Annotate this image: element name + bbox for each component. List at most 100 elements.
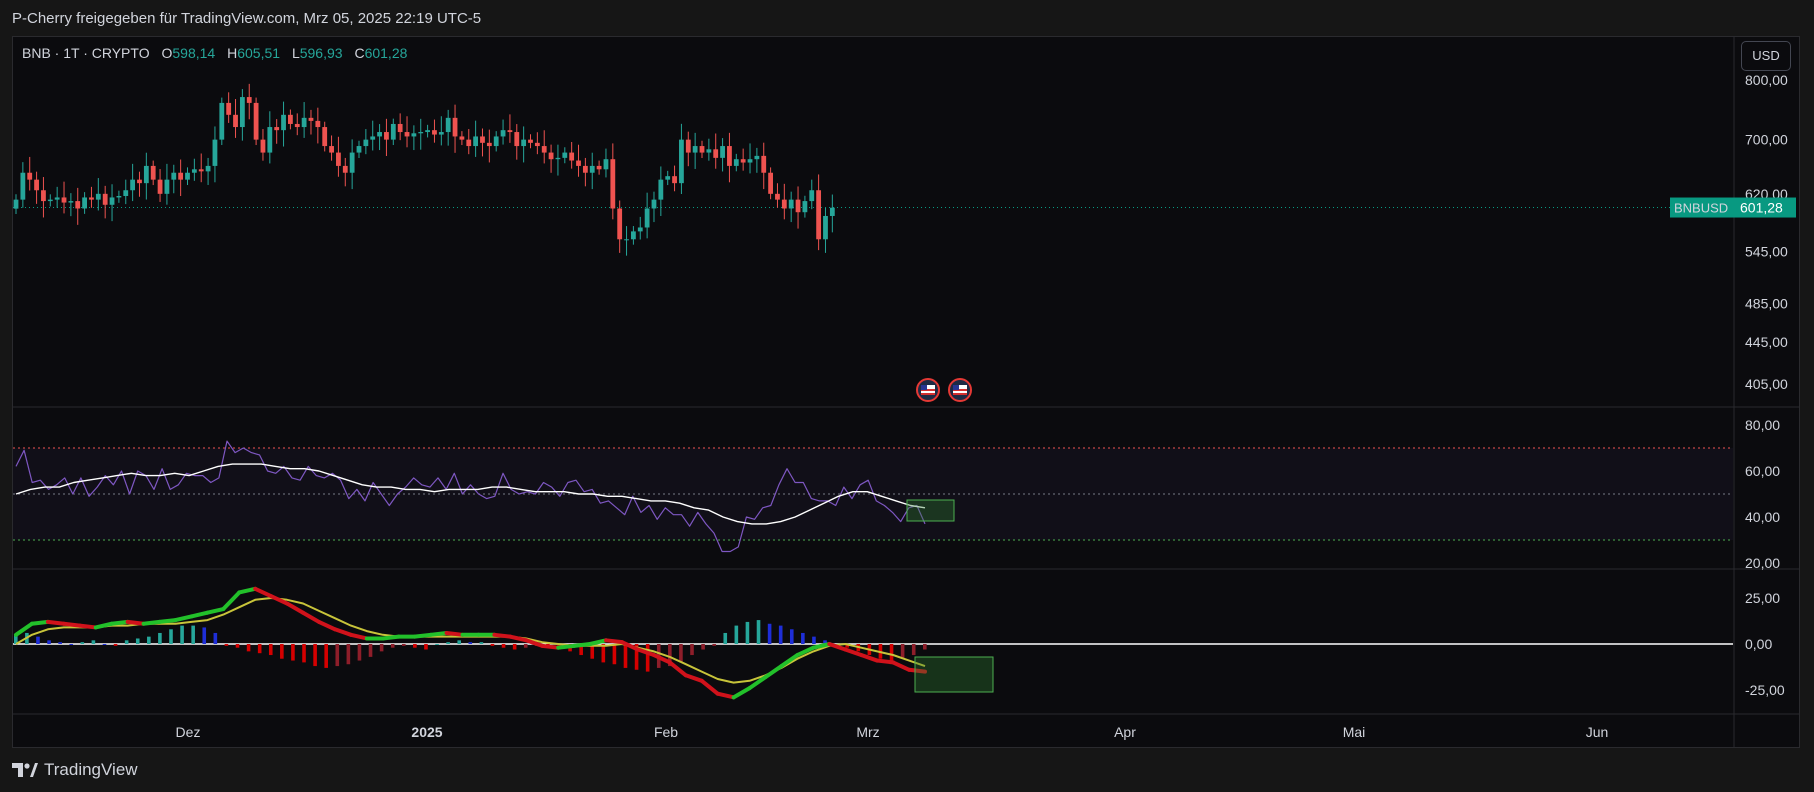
macd-line-segment — [237, 586, 258, 595]
macd-line-segment — [875, 658, 896, 665]
candle-body — [528, 139, 533, 143]
legend-open-label: O — [161, 45, 173, 61]
macd-histogram-bar — [778, 625, 783, 644]
macd-line-segment — [572, 642, 593, 648]
macd-line-segment — [221, 590, 242, 612]
candle-body — [95, 193, 101, 200]
macd-histogram-bar — [80, 642, 85, 644]
macd-line-segment — [380, 634, 401, 641]
candle-body — [754, 155, 760, 160]
macd-histogram-bar — [368, 644, 373, 657]
macd-tick-label: 25,00 — [1745, 590, 1780, 606]
candle-body — [404, 132, 410, 137]
macd-histogram-bar — [313, 644, 317, 667]
macd-histogram-bar — [435, 644, 439, 645]
macd-histogram-bar — [268, 644, 273, 656]
candle-body — [534, 142, 540, 147]
brand-name: TradingView — [44, 760, 138, 779]
rsi-tick-label: 40,00 — [1745, 509, 1780, 525]
macd-histogram-bar — [47, 640, 51, 644]
candle-body — [795, 199, 801, 213]
candle-body — [20, 172, 26, 200]
candle-body — [720, 146, 725, 158]
candle-body — [733, 159, 739, 166]
macd-histogram-bar — [346, 644, 351, 665]
macd-line-segment — [109, 619, 130, 626]
macd-histogram-bar — [590, 644, 595, 659]
candle-body — [349, 152, 355, 173]
candle-body — [47, 199, 53, 202]
symbol-legend: BNB · 1T · CRYPTO O598,14 H605,51 L596,9… — [22, 45, 415, 61]
macd-line-segment — [891, 660, 912, 672]
candle-body — [356, 146, 362, 153]
candle-body — [699, 146, 705, 153]
candle-body — [452, 117, 458, 137]
candle-body — [267, 127, 273, 153]
macd-histogram-bar — [335, 644, 340, 667]
price-tag-value: 601,28 — [1740, 200, 1783, 216]
candle-body — [150, 165, 156, 180]
macd-histogram-bar — [147, 636, 151, 644]
candle-body — [164, 179, 170, 194]
macd-line-segment — [795, 645, 816, 658]
macd-histogram-bar — [224, 644, 229, 646]
macd-line-segment — [731, 686, 752, 700]
rsi-tick-label: 20,00 — [1745, 555, 1780, 571]
price-tag-value-box — [1734, 197, 1796, 218]
candle-body — [411, 133, 417, 137]
macd-histogram-bar — [889, 644, 894, 661]
macd-line-segment — [779, 653, 800, 669]
candle-body — [253, 102, 259, 140]
tradingview-brand[interactable]: TradingView — [12, 760, 138, 780]
candle-body — [823, 215, 828, 240]
top-bar: P-Cherry freigegeben für TradingView.com… — [0, 0, 1814, 37]
currency-button[interactable]: USD — [1741, 41, 1791, 71]
candle-body — [425, 130, 430, 133]
candle-body — [384, 132, 389, 140]
candle-body — [390, 123, 396, 140]
candle-body — [685, 139, 691, 153]
macd-histogram-bar — [180, 625, 184, 644]
macd-histogram-bar — [213, 632, 218, 644]
candle-body — [336, 152, 341, 166]
macd-line-segment — [811, 642, 832, 650]
candle-body — [788, 199, 794, 209]
candle-body — [761, 155, 767, 173]
macd-histogram-bar — [246, 644, 251, 652]
macd-histogram-bar — [36, 636, 40, 644]
macd-line-segment — [301, 610, 321, 624]
candle-body — [61, 197, 67, 203]
candle-body — [143, 165, 149, 184]
macd-histogram-bar — [390, 644, 395, 648]
time-tick-label: Feb — [654, 724, 678, 740]
legend-close-label: C — [354, 45, 365, 61]
macd-line-segment — [667, 660, 688, 678]
rsi-line — [15, 440, 926, 553]
candle-body — [205, 165, 211, 172]
price-tick-label: 405,00 — [1745, 376, 1788, 392]
candle-body — [260, 139, 266, 153]
macd-line-segment — [635, 647, 656, 658]
macd-line-segment — [189, 610, 210, 619]
chart-canvas[interactable]: 800,00700,00620,00545,00485,00445,00405,… — [0, 0, 1814, 752]
candle-body — [768, 172, 773, 194]
legend-open-value: 598,14 — [172, 45, 216, 61]
candle-body — [507, 130, 513, 133]
candle-body — [637, 227, 643, 232]
candle-body — [438, 132, 444, 135]
macd-line-segment — [93, 621, 114, 630]
candle-body — [582, 165, 588, 173]
price-tick-label: 545,00 — [1745, 243, 1788, 259]
candle-body — [445, 117, 451, 133]
candle-body — [775, 193, 780, 200]
macd-line-segment — [492, 632, 513, 639]
legend-symbol[interactable]: BNB · 1T · CRYPTO — [22, 45, 150, 61]
macd-line-segment — [45, 619, 66, 626]
price-tag-symbol: BNBUSD — [1674, 201, 1728, 216]
candle-body — [34, 179, 39, 191]
candle-body — [665, 176, 671, 180]
macd-histogram-bar — [257, 644, 262, 654]
chart-frame[interactable] — [12, 36, 1800, 748]
bottom-bar — [0, 752, 1814, 792]
macd-histogram-bar — [812, 636, 816, 644]
